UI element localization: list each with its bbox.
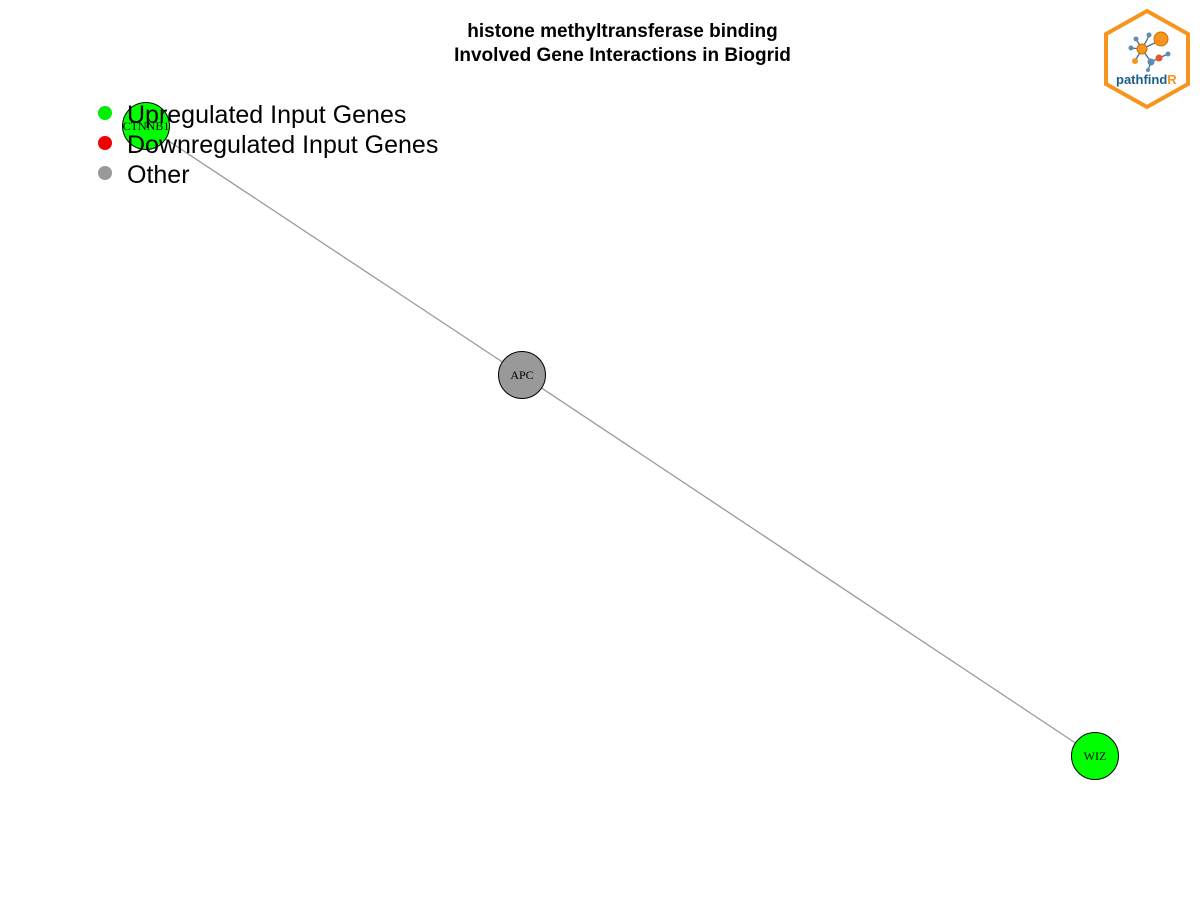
node-label-apc: APC xyxy=(510,368,533,382)
node-circle-ctnnb1 xyxy=(122,102,170,150)
legend-dot-upregulated xyxy=(98,106,112,120)
node-apc: APC xyxy=(498,351,546,399)
edge-layer xyxy=(145,125,1096,757)
edge-ctnnb1-apc xyxy=(145,125,523,376)
chart-title: histone methyltransferase binding Involv… xyxy=(0,20,1200,68)
node-layer: CTNNB1 APC WIZ xyxy=(122,102,1119,780)
legend-label-downregulated: Downregulated Input Genes xyxy=(127,131,439,159)
logo-text-accent: R xyxy=(1167,72,1177,87)
svg-text:pathfindR: pathfindR xyxy=(1116,72,1177,87)
legend-label-upregulated: Upregulated Input Genes xyxy=(127,101,407,129)
edge-apc-wiz xyxy=(521,374,1096,757)
node-circle-apc xyxy=(498,351,546,399)
node-ctnnb1: CTNNB1 xyxy=(122,102,170,150)
node-label-wiz: WIZ xyxy=(1084,749,1107,763)
node-label-ctnnb1: CTNNB1 xyxy=(123,119,170,133)
legend-dot-downregulated xyxy=(98,136,112,150)
legend-dot-other xyxy=(98,166,112,180)
node-circle-wiz xyxy=(1071,732,1119,780)
title-line-2: Involved Gene Interactions in Biogrid xyxy=(454,45,791,66)
legend-label-other: Other xyxy=(127,161,190,189)
logo-nodes xyxy=(1128,31,1171,72)
logo-text-main: pathfind xyxy=(1116,72,1167,87)
logo-hexagon xyxy=(1104,8,1190,110)
node-wiz: WIZ xyxy=(1071,732,1119,780)
pathfindr-logo: pathfindR xyxy=(1102,8,1192,115)
title-line-1: histone methyltransferase binding xyxy=(467,21,778,42)
